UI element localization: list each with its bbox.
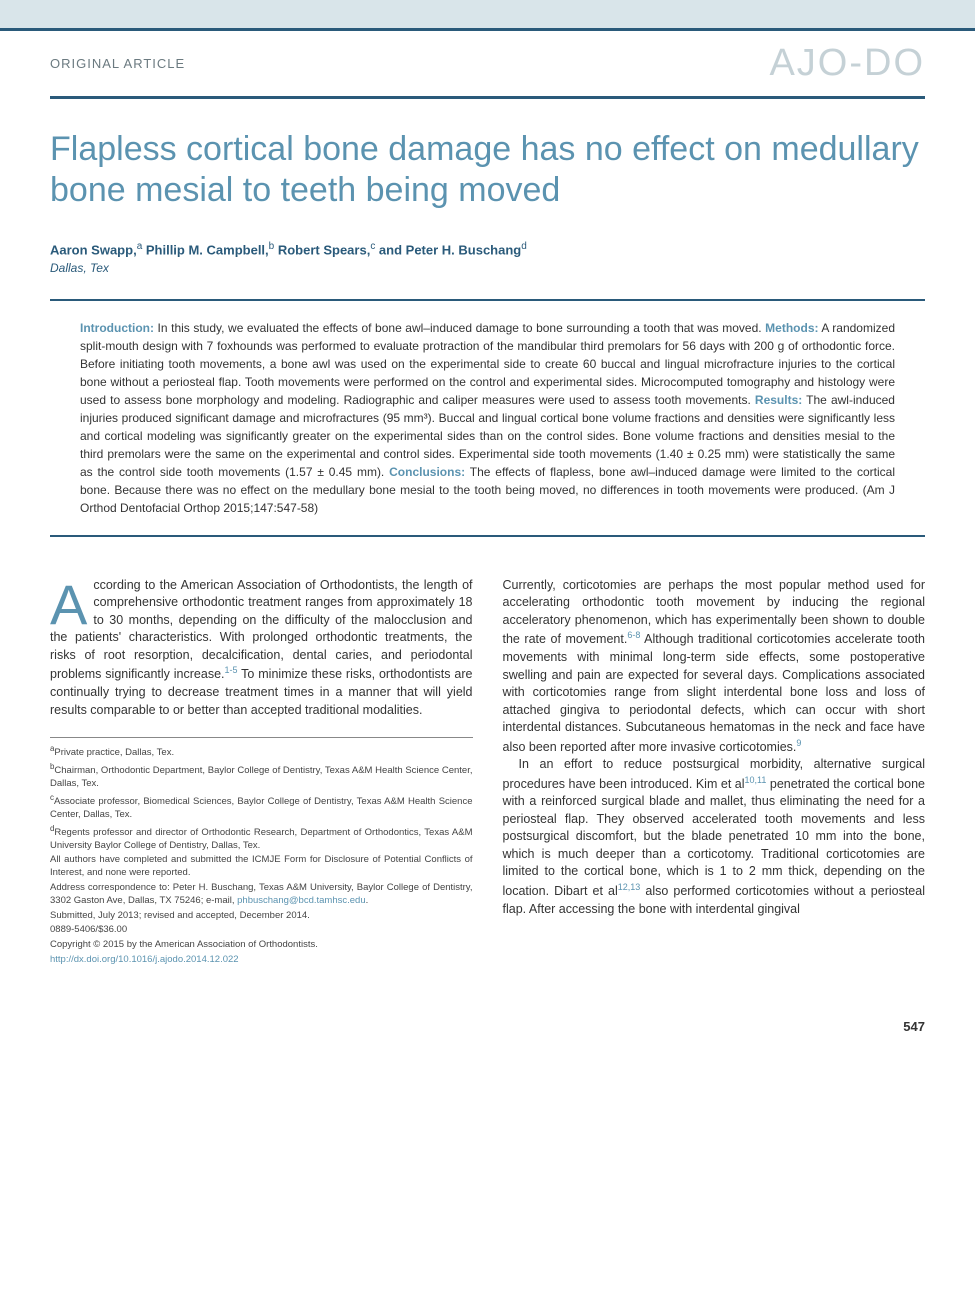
body-columns: According to the American Association of…: [50, 577, 925, 969]
email-link[interactable]: phbuschang@bcd.tamhsc.edu: [237, 895, 365, 906]
footnote-c: cAssociate professor, Biomedical Science…: [50, 793, 473, 822]
footnote-c-text: Associate professor, Biomedical Sciences…: [50, 796, 473, 820]
citation-ref[interactable]: 6-8: [627, 630, 640, 640]
header-band: [0, 0, 975, 28]
footnotes: aPrivate practice, Dallas, Tex. bChairma…: [50, 737, 473, 967]
c2p1-cont: Although traditional corticotomies accel…: [503, 633, 926, 754]
journal-logo: AJO-DO: [769, 42, 925, 85]
footnote-d-text: Regents professor and director of Orthod…: [50, 827, 473, 851]
column-left: According to the American Association of…: [50, 577, 473, 969]
footnote-a: aPrivate practice, Dallas, Tex.: [50, 744, 473, 760]
c2p2-cont: penetrated the cortical bone with a rein…: [503, 777, 926, 898]
abstract-box: Introduction: In this study, we evaluate…: [50, 299, 925, 537]
footnote-b: bChairman, Orthodontic Department, Baylo…: [50, 762, 473, 791]
article-type-label: ORIGINAL ARTICLE: [50, 56, 185, 71]
intro-label: Introduction:: [80, 321, 154, 335]
conclusions-label: Conclusions:: [389, 465, 465, 479]
intro-text: In this study, we evaluated the effects …: [154, 321, 765, 335]
citation-ref[interactable]: 9: [796, 738, 801, 748]
column-right: Currently, corticotomies are perhaps the…: [503, 577, 926, 969]
page-content: Flapless cortical bone damage has no eff…: [0, 99, 975, 1009]
methods-label: Methods:: [765, 321, 818, 335]
article-title: Flapless cortical bone damage has no eff…: [50, 129, 925, 211]
page-number: 547: [0, 1009, 975, 1054]
body-paragraph: According to the American Association of…: [50, 577, 473, 719]
doi-link[interactable]: http://dx.doi.org/10.1016/j.ajodo.2014.1…: [50, 954, 239, 965]
footnote-submitted: Submitted, July 2013; revised and accept…: [50, 910, 473, 923]
footnote-d: dRegents professor and director of Ortho…: [50, 824, 473, 853]
footnote-doi: http://dx.doi.org/10.1016/j.ajodo.2014.1…: [50, 954, 473, 967]
footnote-b-text: Chairman, Orthodontic Department, Baylor…: [50, 765, 473, 789]
footnote-copyright: Copyright © 2015 by the American Associa…: [50, 939, 473, 952]
body-paragraph: In an effort to reduce postsurgical morb…: [503, 756, 926, 918]
drop-cap: A: [50, 577, 93, 629]
citation-ref[interactable]: 12,13: [618, 882, 641, 892]
authors: Aaron Swapp,a Phillip M. Campbell,b Robe…: [50, 241, 925, 257]
footnote-a-text: Private practice, Dallas, Tex.: [54, 747, 174, 758]
citation-ref[interactable]: 1-5: [225, 665, 238, 675]
results-label: Results:: [755, 393, 802, 407]
p1-text: ccording to the American Association of …: [50, 578, 473, 682]
footnote-correspondence: Address correspondence to: Peter H. Busc…: [50, 882, 473, 908]
body-paragraph: Currently, corticotomies are perhaps the…: [503, 577, 926, 756]
footnote-issn: 0889-5406/$36.00: [50, 924, 473, 937]
header-bar: ORIGINAL ARTICLE AJO-DO: [0, 28, 975, 88]
author-location: Dallas, Tex: [50, 261, 925, 275]
citation-ref[interactable]: 10,11: [745, 775, 767, 785]
footnote-disclosure: All authors have completed and submitted…: [50, 854, 473, 880]
